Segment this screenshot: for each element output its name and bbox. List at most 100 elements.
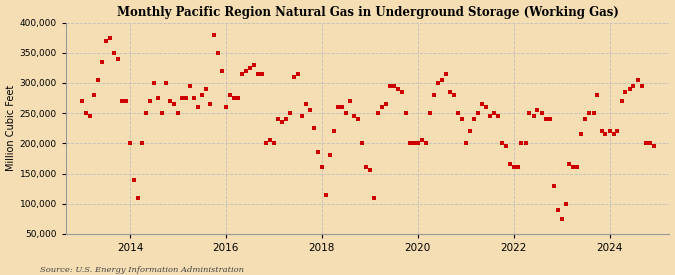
Point	[600, 132, 611, 136]
Point	[588, 111, 599, 115]
Point	[248, 63, 259, 67]
Point	[228, 96, 239, 100]
Point	[628, 84, 639, 88]
Point	[488, 111, 499, 115]
Point	[280, 117, 291, 121]
Point	[456, 117, 467, 121]
Point	[396, 90, 407, 94]
Point	[644, 141, 655, 145]
Point	[144, 99, 155, 103]
Point	[444, 90, 455, 94]
Point	[568, 165, 579, 170]
Point	[604, 129, 615, 133]
Point	[81, 111, 92, 115]
Point	[476, 102, 487, 106]
Point	[564, 162, 575, 167]
Point	[157, 111, 167, 115]
Point	[484, 114, 495, 118]
Point	[148, 81, 159, 85]
Point	[544, 117, 555, 121]
Point	[524, 111, 535, 115]
Point	[328, 129, 339, 133]
Point	[536, 111, 547, 115]
Point	[376, 105, 387, 109]
Point	[596, 129, 607, 133]
Point	[188, 96, 199, 100]
Point	[360, 165, 371, 170]
Point	[177, 96, 188, 100]
Point	[173, 111, 184, 115]
Point	[256, 72, 267, 76]
Point	[520, 141, 531, 145]
Point	[101, 39, 111, 43]
Point	[169, 102, 180, 106]
Point	[576, 132, 587, 136]
Title: Monthly Pacific Region Natural Gas in Underground Storage (Working Gas): Monthly Pacific Region Natural Gas in Un…	[117, 6, 619, 18]
Point	[492, 114, 503, 118]
Text: Source: U.S. Energy Information Administration: Source: U.S. Energy Information Administ…	[40, 266, 244, 274]
Point	[512, 165, 523, 170]
Point	[244, 66, 255, 70]
Point	[480, 105, 491, 109]
Point	[236, 72, 247, 76]
Point	[97, 60, 107, 64]
Point	[504, 162, 515, 167]
Point	[420, 141, 431, 145]
Point	[336, 105, 347, 109]
Point	[412, 141, 423, 145]
Point	[324, 153, 335, 158]
Point	[129, 177, 140, 182]
Point	[388, 84, 399, 88]
Point	[556, 217, 567, 221]
Point	[105, 35, 115, 40]
Point	[464, 129, 475, 133]
Point	[425, 111, 435, 115]
Point	[161, 81, 171, 85]
Point	[84, 114, 95, 118]
Point	[432, 81, 443, 85]
Point	[624, 87, 635, 91]
Point	[296, 114, 307, 118]
Point	[356, 141, 367, 145]
Point	[440, 72, 451, 76]
Point	[209, 32, 219, 37]
Point	[404, 141, 415, 145]
Point	[620, 90, 631, 94]
Point	[548, 183, 559, 188]
Point	[332, 105, 343, 109]
Point	[265, 138, 275, 142]
Point	[369, 196, 379, 200]
Point	[496, 141, 507, 145]
Point	[261, 141, 271, 145]
Point	[348, 114, 359, 118]
Point	[500, 144, 511, 148]
Point	[452, 111, 463, 115]
Point	[352, 117, 363, 121]
Point	[196, 93, 207, 97]
Point	[217, 69, 227, 73]
Point	[428, 93, 439, 97]
Point	[192, 105, 203, 109]
Point	[436, 78, 447, 82]
Point	[584, 111, 595, 115]
Point	[317, 165, 327, 170]
Point	[580, 117, 591, 121]
Point	[221, 105, 232, 109]
Point	[240, 69, 251, 73]
Point	[109, 51, 119, 55]
Point	[273, 117, 284, 121]
Point	[300, 102, 311, 106]
Point	[640, 141, 651, 145]
Point	[616, 99, 627, 103]
Point	[136, 141, 147, 145]
Point	[232, 96, 243, 100]
Point	[180, 96, 191, 100]
Point	[472, 111, 483, 115]
Point	[288, 75, 299, 79]
Point	[292, 72, 303, 76]
Point	[516, 141, 527, 145]
Point	[540, 117, 551, 121]
Point	[632, 78, 643, 82]
Point	[225, 93, 236, 97]
Point	[408, 141, 419, 145]
